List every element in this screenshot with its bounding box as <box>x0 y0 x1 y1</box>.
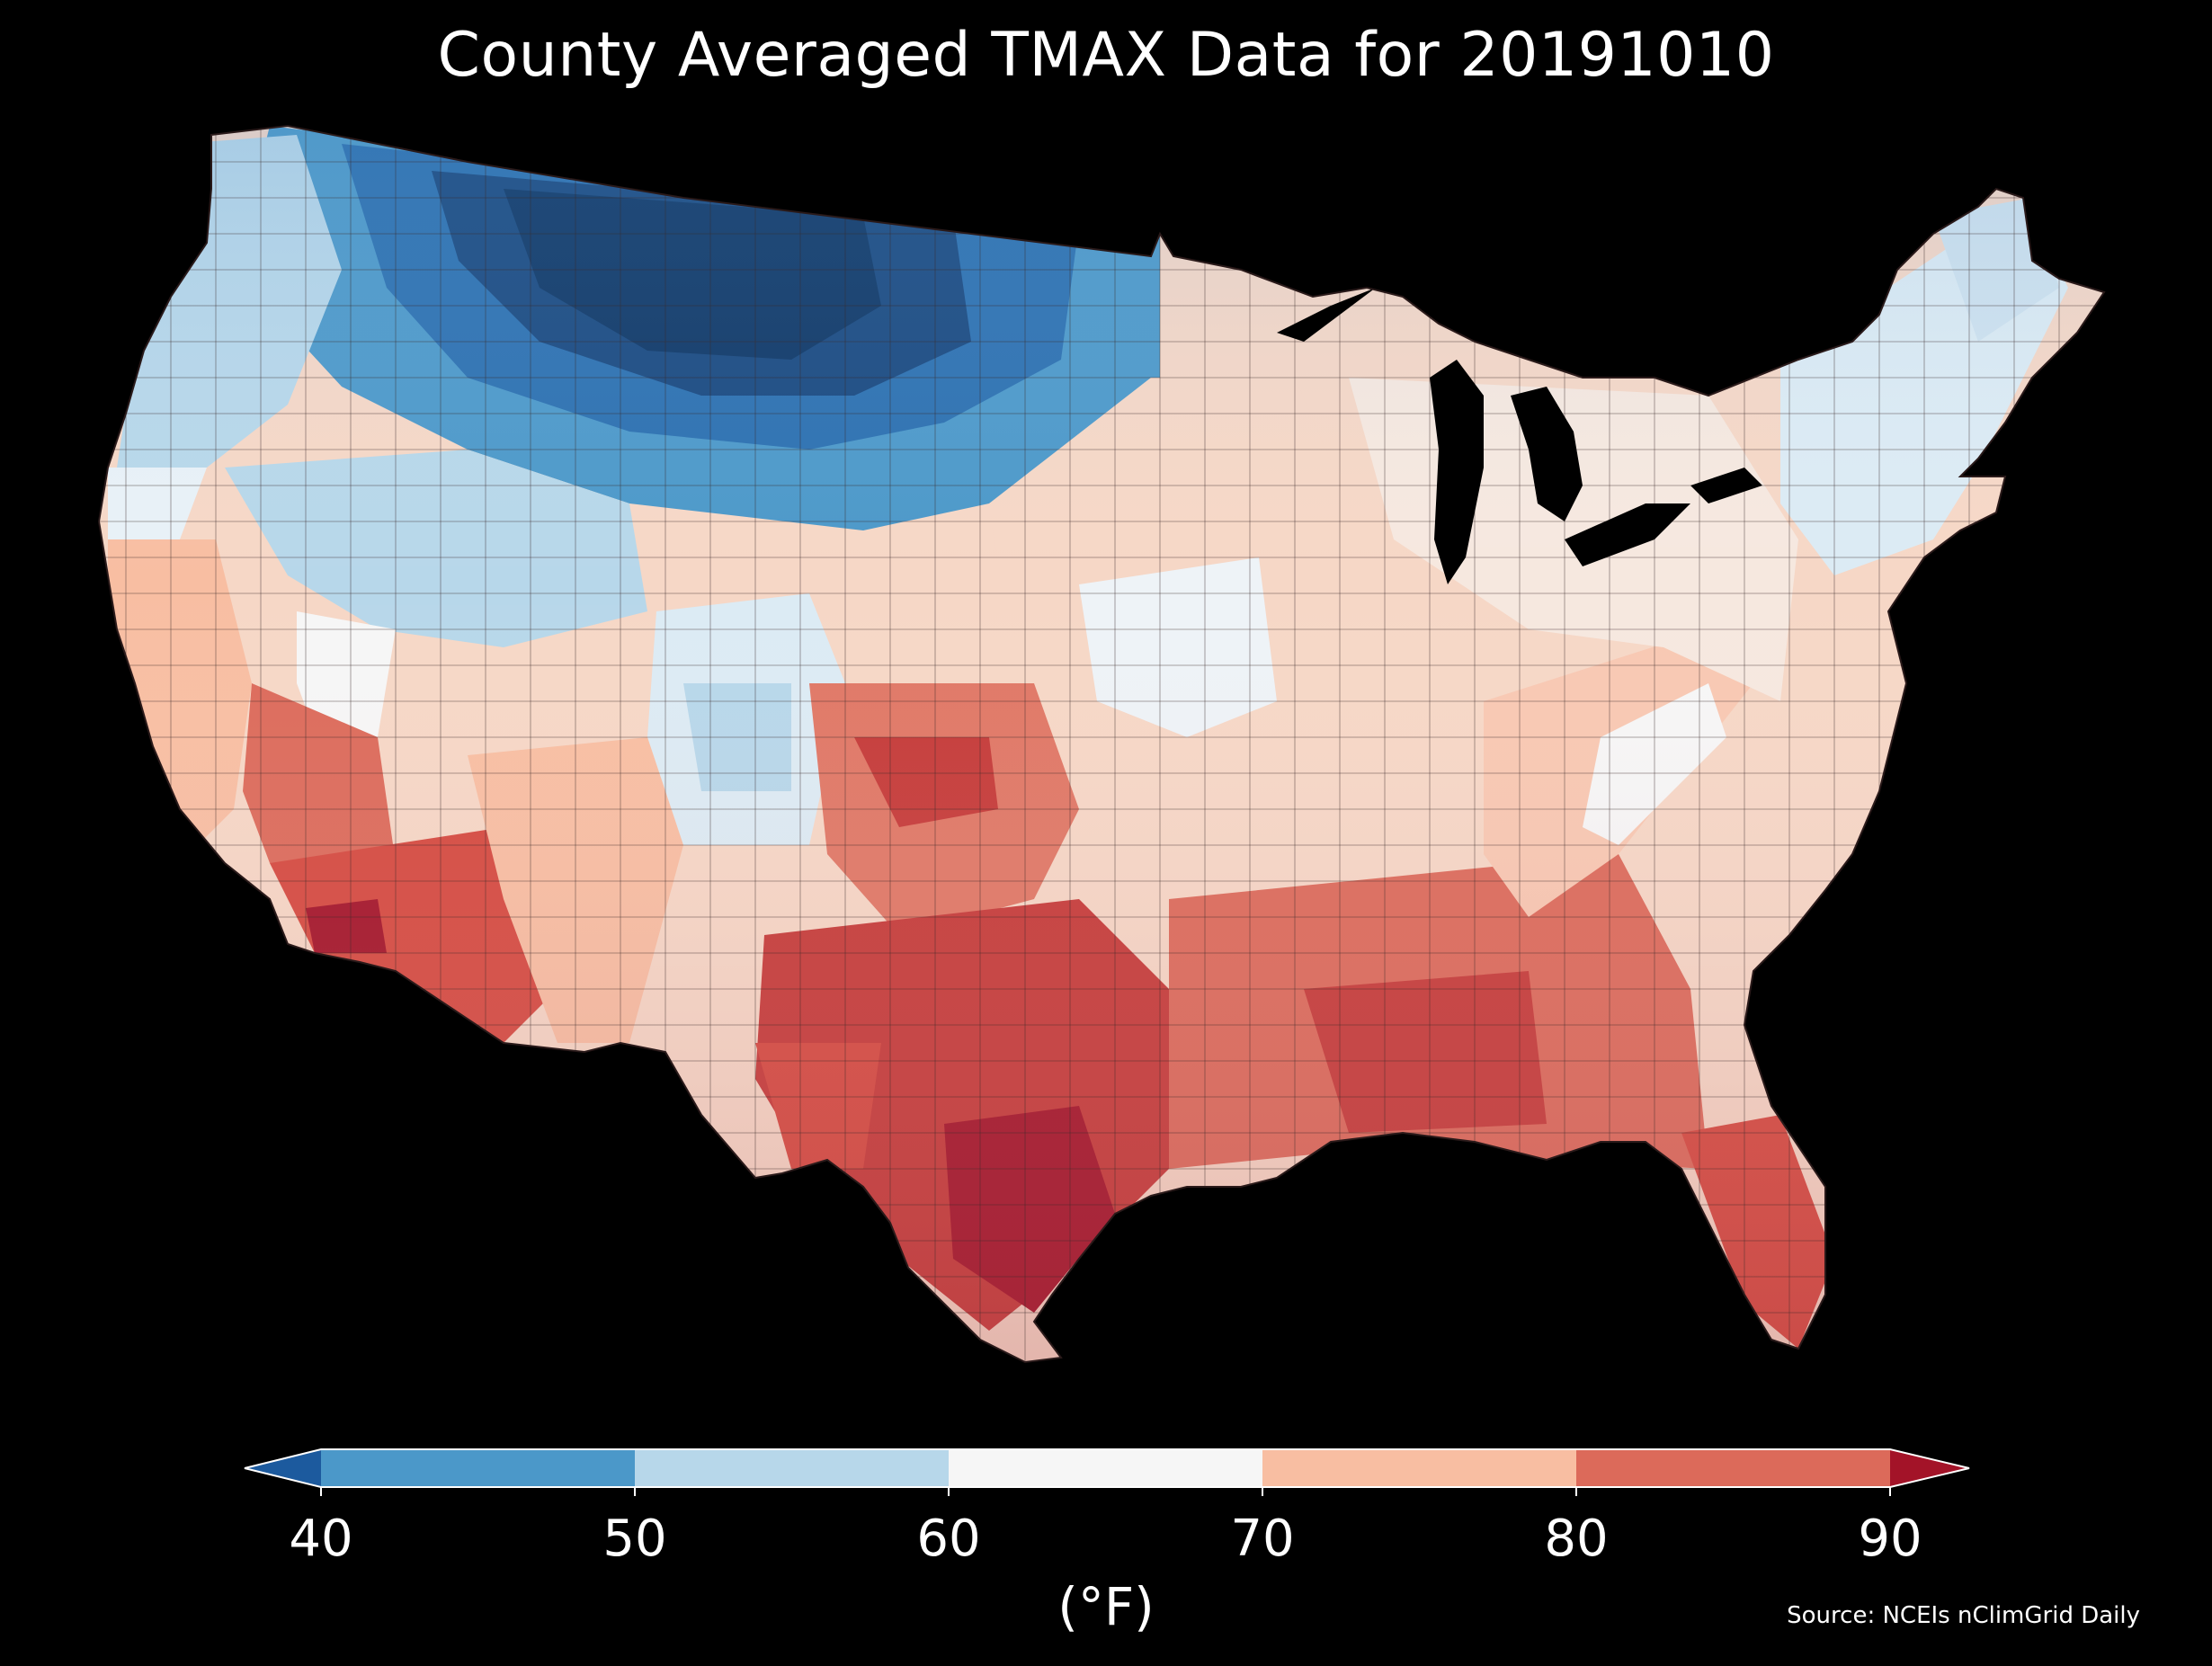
map-title: County Averaged TMAX Data for 20191010 <box>437 20 1775 91</box>
colorbar-tick-label: 70 <box>1230 1510 1295 1568</box>
colorbar-tick-label: 80 <box>1544 1510 1609 1568</box>
source-credit: Source: NCEIs nClimGrid Daily <box>1787 1602 2140 1629</box>
colorbar-tick-label: 90 <box>1858 1510 1922 1568</box>
colorbar-unit-label: (°F) <box>1057 1576 1155 1637</box>
colorbar-tick-label: 40 <box>289 1510 353 1568</box>
great-lakes <box>1277 288 1762 584</box>
colorbar-tick-label: 50 <box>602 1510 667 1568</box>
colorbar-tick-label: 60 <box>916 1510 981 1568</box>
